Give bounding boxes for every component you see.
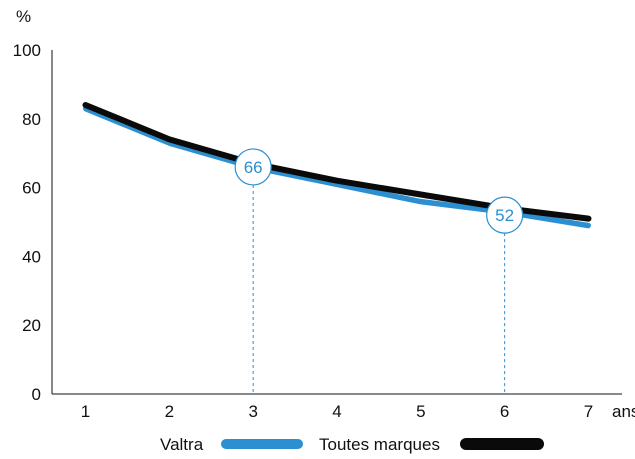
x-ticks: 1 2 3 4 5 6 7 <box>81 402 593 421</box>
x-tick-label: 4 <box>332 402 341 421</box>
y-ticks: 0 20 40 60 80 100 <box>13 41 41 404</box>
legend-label-valtra: Valtra <box>160 435 204 454</box>
callout-guides <box>252 184 506 394</box>
axes: % ans <box>16 7 635 421</box>
y-tick-label: 60 <box>22 179 41 198</box>
callout-circle <box>486 196 524 234</box>
callout-value-label: 52 <box>495 206 514 225</box>
x-tick-label: 2 <box>165 402 174 421</box>
x-tick-label: 7 <box>584 402 593 421</box>
x-tick-label: 3 <box>248 402 257 421</box>
legend: Valtra Toutes marques <box>160 435 544 454</box>
x-axis-label: ans <box>612 402 635 421</box>
callouts: 66 52 <box>234 148 524 234</box>
y-tick-label: 0 <box>32 385 41 404</box>
legend-label-toutes-marques: Toutes marques <box>319 435 440 454</box>
x-tick-label: 5 <box>416 402 425 421</box>
y-tick-label: 40 <box>22 247 41 266</box>
callout-circle <box>234 148 272 186</box>
y-tick-label: 20 <box>22 316 41 335</box>
y-axis-label: % <box>16 7 31 26</box>
callout-value-label: 66 <box>244 158 263 177</box>
x-tick-label: 6 <box>500 402 509 421</box>
y-tick-label: 100 <box>13 41 41 60</box>
y-tick-label: 80 <box>22 110 41 129</box>
x-tick-label: 1 <box>81 402 90 421</box>
